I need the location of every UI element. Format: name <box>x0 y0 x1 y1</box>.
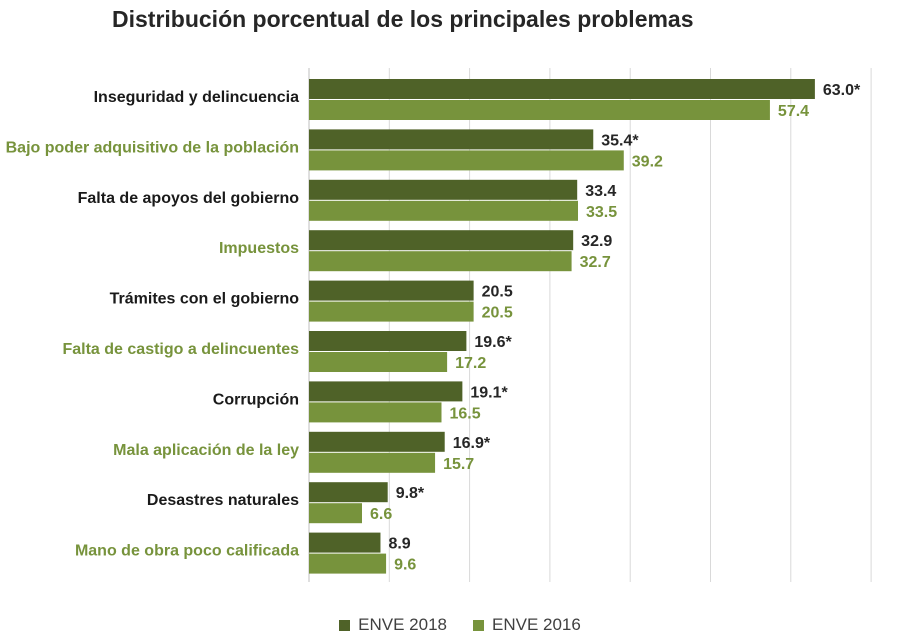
legend-item-2018: ENVE 2018 <box>339 615 447 635</box>
value-label: 32.7 <box>580 254 611 271</box>
category-label: Corrupción <box>213 391 299 408</box>
bar-enve-2018 <box>309 331 467 351</box>
bars <box>309 79 815 574</box>
value-label: 35.4* <box>601 132 639 149</box>
value-label: 15.7 <box>443 456 474 473</box>
bar-enve-2016 <box>309 352 448 372</box>
value-label: 20.5 <box>482 284 513 301</box>
bar-enve-2018 <box>309 230 574 251</box>
bar-enve-2016 <box>309 402 442 423</box>
category-label: Trámites con el gobierno <box>110 291 300 308</box>
bar-enve-2016 <box>309 251 572 272</box>
value-label: 16.9* <box>453 435 491 452</box>
legend-swatch-2018 <box>339 619 351 631</box>
bar-enve-2018 <box>309 280 474 301</box>
value-label: 6.6 <box>370 506 392 523</box>
bar-enve-2018 <box>309 532 381 553</box>
value-label: 33.5 <box>586 204 617 221</box>
category-label: Bajo poder adquisitivo de la población <box>6 139 299 156</box>
value-label: 33.4 <box>585 183 616 200</box>
bar-enve-2018 <box>309 431 445 452</box>
bar-enve-2016 <box>309 503 362 524</box>
value-label: 19.1* <box>470 384 508 401</box>
bar-enve-2018 <box>309 381 463 402</box>
value-label: 57.4 <box>778 103 809 120</box>
bar-enve-2018 <box>309 179 578 200</box>
legend: ENVE 2018 ENVE 2016 <box>0 615 920 635</box>
legend-label-2016: ENVE 2016 <box>492 615 581 634</box>
bar-enve-2016 <box>309 553 387 574</box>
value-label: 19.6* <box>474 334 512 351</box>
legend-item-2016: ENVE 2016 <box>473 615 581 635</box>
category-label: Impuestos <box>219 240 299 257</box>
bar-enve-2016 <box>309 150 624 171</box>
bar-enve-2016 <box>309 301 474 322</box>
value-label: 9.6 <box>394 557 416 574</box>
value-label: 32.9 <box>581 233 612 250</box>
value-label: 17.2 <box>455 355 486 372</box>
value-label: 20.5 <box>482 305 513 322</box>
value-label: 16.5 <box>449 405 480 422</box>
category-label: Desastres naturales <box>147 492 299 509</box>
category-label: Mano de obra poco calificada <box>75 543 299 560</box>
chart-title: Distribución porcentual de los principal… <box>112 6 694 32</box>
value-label: 8.9 <box>388 536 410 553</box>
category-label: Falta de castigo a delincuentes <box>62 341 299 358</box>
value-label: 63.0* <box>823 82 861 99</box>
bar-enve-2018 <box>309 482 388 503</box>
legend-swatch-2016 <box>473 619 484 631</box>
category-label: Inseguridad y delincuencia <box>94 89 299 106</box>
bar-chart-svg: Inseguridad y delincuencia 63.0* 57.4 Bajo … <box>6 68 872 582</box>
labels: Inseguridad y delincuencia 63.0* 57.4 Bajo … <box>6 82 861 574</box>
value-label: 9.8* <box>396 485 425 502</box>
category-label: Falta de apoyos del gobierno <box>78 190 300 207</box>
bar-enve-2018 <box>309 129 594 150</box>
bar-enve-2016 <box>309 100 770 120</box>
bar-enve-2016 <box>309 452 436 473</box>
bar-enve-2018 <box>309 79 815 99</box>
value-label: 39.2 <box>632 153 663 170</box>
legend-label-2018: ENVE 2018 <box>358 615 447 634</box>
category-label: Mala aplicación de la ley <box>113 442 299 459</box>
bar-enve-2016 <box>309 200 579 221</box>
